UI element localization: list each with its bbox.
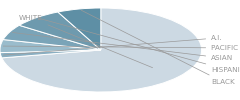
Wedge shape: [0, 40, 101, 53]
Wedge shape: [2, 8, 202, 92]
Text: WHITE: WHITE: [19, 15, 153, 68]
Wedge shape: [3, 25, 101, 50]
Text: HISPANIC: HISPANIC: [39, 18, 240, 73]
Wedge shape: [19, 12, 101, 50]
Text: ASIAN: ASIAN: [12, 32, 234, 61]
Wedge shape: [0, 50, 101, 58]
Text: BLACK: BLACK: [81, 10, 235, 85]
Wedge shape: [58, 8, 101, 50]
Text: PACIFIC ISL: PACIFIC ISL: [3, 45, 240, 51]
Text: A.I.: A.I.: [4, 35, 223, 55]
